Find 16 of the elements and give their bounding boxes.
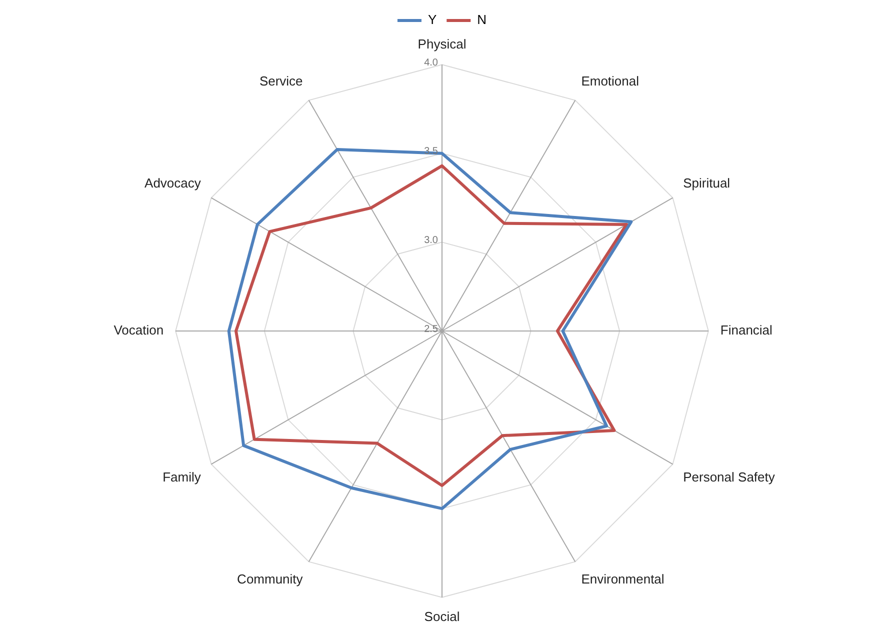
spoke-label: Financial [720, 322, 773, 338]
legend-label: Y [428, 12, 437, 28]
spoke-label: Emotional [581, 74, 640, 89]
spoke-label: Service [259, 74, 303, 89]
y-tick-label: 4.0 [424, 57, 438, 68]
legend-label: N [477, 12, 487, 28]
spoke-label: Family [162, 470, 202, 485]
spoke-label: Spiritual [683, 176, 730, 191]
y-tick-label: 3.0 [424, 234, 438, 246]
spoke-label: Vocation [114, 322, 164, 338]
spoke-label: Environmental [581, 571, 664, 586]
spoke-label: Community [237, 571, 304, 586]
spoke-label: Personal Safety [683, 470, 776, 485]
spoke-label: Advocacy [144, 176, 202, 191]
spoke-label: Physical [418, 36, 466, 52]
spoke-label: Social [424, 608, 460, 624]
